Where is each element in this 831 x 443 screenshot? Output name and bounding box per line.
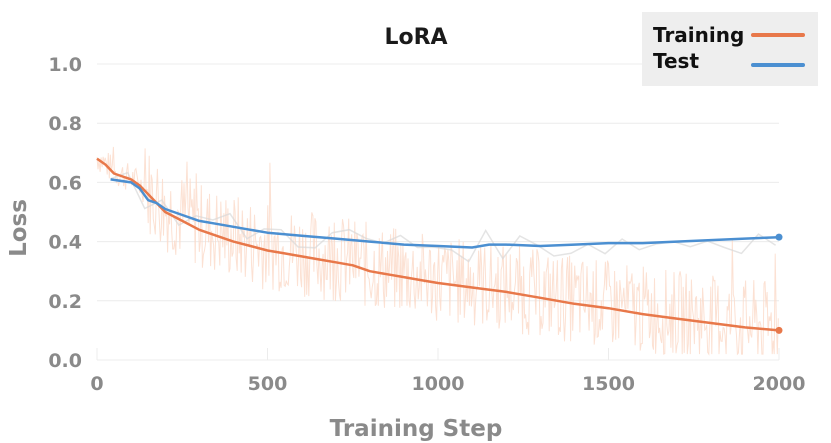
chart-title: LoRA [384, 25, 447, 50]
x-tick-label: 1500 [582, 373, 635, 395]
series-line-test [110, 178, 780, 249]
series-line-training [96, 157, 780, 332]
training-raw-line [96, 146, 779, 356]
x-tick-label: 2000 [753, 373, 806, 395]
x-tick-label: 500 [248, 373, 288, 395]
series-endpoint-training [775, 326, 783, 334]
x-axis-label: Training Step [330, 416, 503, 442]
legend-background [642, 12, 818, 86]
series-endpoint-test [775, 233, 783, 241]
y-tick-label: 0.4 [48, 232, 82, 254]
x-tick-label: 0 [90, 373, 103, 395]
y-axis-label: Loss [6, 199, 32, 257]
raw-noise-layer [96, 146, 779, 356]
y-tick-label: 0.2 [48, 291, 82, 313]
series-layer [96, 157, 783, 334]
y-tick-label: 0.0 [48, 350, 82, 372]
legend: Training Test [642, 12, 818, 86]
grid-layer [96, 63, 780, 361]
legend-label-test: Test [653, 49, 699, 73]
y-tick-label: 0.6 [48, 172, 82, 194]
legend-label-training: Training [653, 23, 744, 47]
y-tick-label: 0.8 [48, 113, 82, 135]
x-tick-label: 1000 [412, 373, 465, 395]
y-tick-label: 1.0 [48, 54, 82, 76]
ticks-layer: 0.0 0.2 0.4 0.6 0.8 1.0 0 500 1000 1500 2000 [48, 54, 805, 395]
